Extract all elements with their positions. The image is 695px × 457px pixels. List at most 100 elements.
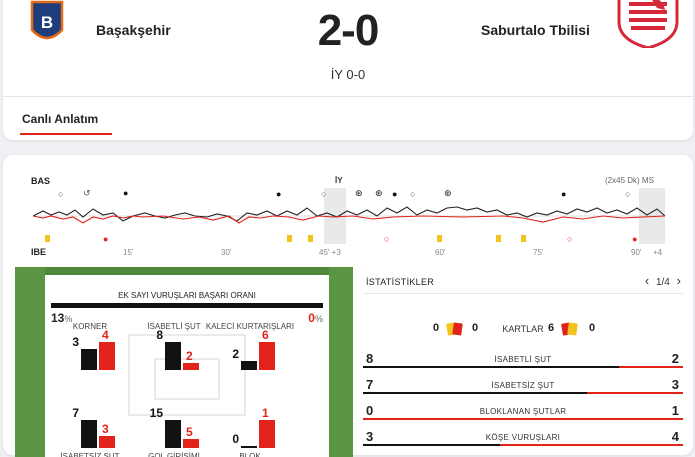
chevron-right-icon[interactable]: › [676,273,681,288]
stat-home-bar [363,444,501,446]
statistics-panel: İSTATİSTİKLER ‹ 1/4 › 0 0 KARTLAR 6 0 8 İ… [363,267,683,457]
mini-stat-away-bar [99,342,115,370]
corner-success-away-value: 0% [308,311,323,325]
timeline-tick: 60' [435,248,446,257]
match-details-card: BAS IBE İY (2x45 Dk) MS ○ ↺ ● ● ○ ⊛ ⊛ ● … [3,155,693,457]
halftime-score: İY 0-0 [330,67,366,82]
mini-stat-group: İSABETLİ ŞUT 8 2 [129,322,219,390]
home-yellow-cards: 0 [433,322,440,334]
shot-icon[interactable]: ● [632,234,638,244]
cards-label: KARTLAR [502,324,544,334]
yellow-card-icon[interactable] [308,235,313,242]
mini-stat-home-bar [81,349,97,370]
stat-row[interactable]: 8 İSABETLİ ŞUT 2 [363,351,683,377]
yellow-card-icon[interactable] [496,235,501,242]
event-marker-icon[interactable]: ○ [321,189,327,199]
event-marker-icon[interactable]: ○ [410,189,416,199]
away-team-name[interactable]: Saburtalo Tbilisi [481,22,590,38]
away-momentum-line [32,215,666,224]
event-marker-icon[interactable]: ○ [384,234,390,244]
shot-on-target-icon[interactable]: ● [561,189,567,199]
mini-stat-away-bar [259,342,275,370]
stat-home-bar [363,366,619,368]
stat-row[interactable]: 7 İSABETSİZ ŞUT 3 [363,377,683,403]
mini-stat-label: KALECİ KURTARIŞLARI [205,322,295,331]
chevron-left-icon[interactable]: ‹ [644,273,650,288]
stat-away-value: 2 [671,351,679,366]
basaksehir-crest-icon[interactable]: B [29,0,65,48]
timeline-tick: 90' [631,248,642,257]
mini-stat-label: İSABETSİZ ŞUT [60,452,120,457]
mini-stat-away-value: 1 [262,406,269,420]
saburtalo-eagle-crest-icon[interactable] [615,0,681,48]
corner-success-title: EK SAYI VURUŞLARI BAŞARI ORANI [118,291,256,300]
timeline-away-abbr: IBE [31,247,47,257]
event-marker-icon[interactable]: ○ [567,234,573,244]
shot-on-target-icon[interactable]: ● [392,189,398,199]
mini-stat-away-value: 4 [102,328,109,342]
stat-away-value: 4 [671,429,679,444]
pitch-stripe [329,267,353,457]
stat-name: İSABETSİZ ŞUT [491,381,555,390]
stat-row[interactable]: 3 KÖŞE VURUŞLARI 4 [363,429,683,455]
goal-icon[interactable]: ⊛ [444,188,452,198]
header-divider [3,96,693,97]
stat-away-value: 3 [671,377,679,392]
shot-icon[interactable]: ● [103,234,109,244]
tab-live-commentary[interactable]: Canlı Anlatım [22,112,99,126]
substitution-icon[interactable]: ↺ [83,188,91,198]
mini-stat-away-bar [259,420,275,448]
timeline-tick: 30' [221,248,232,257]
mini-stat-home-value: 3 [72,335,79,349]
timeline-halftime-label: İY [335,176,343,185]
corner-success-home-fill [51,303,323,308]
mini-stat-away-value: 6 [262,328,269,342]
mini-stat-group: KALECİ KURTARIŞLARI 2 6 [205,322,295,390]
stat-away-bar [587,392,683,394]
mini-stat-home-bar [165,420,181,448]
statistics-page-indicator: 1/4 [655,277,670,288]
yellow-card-icon[interactable] [45,235,50,242]
statistics-divider [363,293,683,294]
timeline-momentum-chart [32,188,666,244]
mini-stat-home-bar [241,446,257,448]
svg-text:B: B [41,13,53,32]
goal-attempt-icon[interactable]: ● [123,188,129,198]
mini-stat-home-value: 2 [232,346,239,361]
mini-stat-home-bar [81,420,97,448]
away-yellow-cards: 6 [548,322,555,334]
event-marker-icon[interactable]: ○ [58,189,64,199]
home-team-name[interactable]: Başakşehir [96,22,171,38]
yellow-card-icon[interactable] [287,235,292,242]
mini-stat-group: BLOK 0 1 [205,400,295,457]
shot-on-target-icon[interactable]: ● [276,189,282,199]
mini-stat-away-value: 5 [186,424,193,439]
mini-stat-group: KORNER 3 4 [45,322,135,390]
mini-stat-group: İSABETSİZ ŞUT 7 3 [45,400,135,457]
corner-success-bar [51,303,323,308]
event-marker-icon[interactable]: ○ [625,189,631,199]
stat-name: KÖŞE VURUŞLARI [485,433,561,442]
mini-stat-away-bar [99,436,115,448]
timeline-tick: +4 [653,248,663,257]
yellow-card-icon [567,322,578,336]
stat-away-bar [619,366,683,368]
goal-icon[interactable]: ⊛ [355,188,363,198]
corner-success-home-value: 13% [51,311,73,325]
timeline-home-abbr: BAS [31,176,51,186]
mini-stat-away-bar [183,363,199,370]
stat-name: BLOKLANAN ŞUTLAR [479,407,567,416]
stat-away-value: 1 [671,403,679,418]
goal-icon[interactable]: ⊛ [375,188,383,198]
statistics-title: İSTATİSTİKLER [366,277,435,287]
active-tab-indicator [20,133,112,135]
yellow-card-icon[interactable] [521,235,526,242]
timeline-tick: 75' [533,248,544,257]
match-header: B Başakşehir 2-0 İY 0-0 Saburtalo Tbilis… [3,0,693,140]
timeline-tick: 15' [123,248,134,257]
home-momentum-line [32,206,666,222]
pitch-overlay: EK SAYI VURUŞLARI BAŞARI ORANI 13% 0% KO… [45,275,329,457]
yellow-card-icon[interactable] [437,235,442,242]
stat-row[interactable]: 0 BLOKLANAN ŞUTLAR 1 [363,403,683,429]
mini-stat-away-value: 2 [186,349,193,363]
